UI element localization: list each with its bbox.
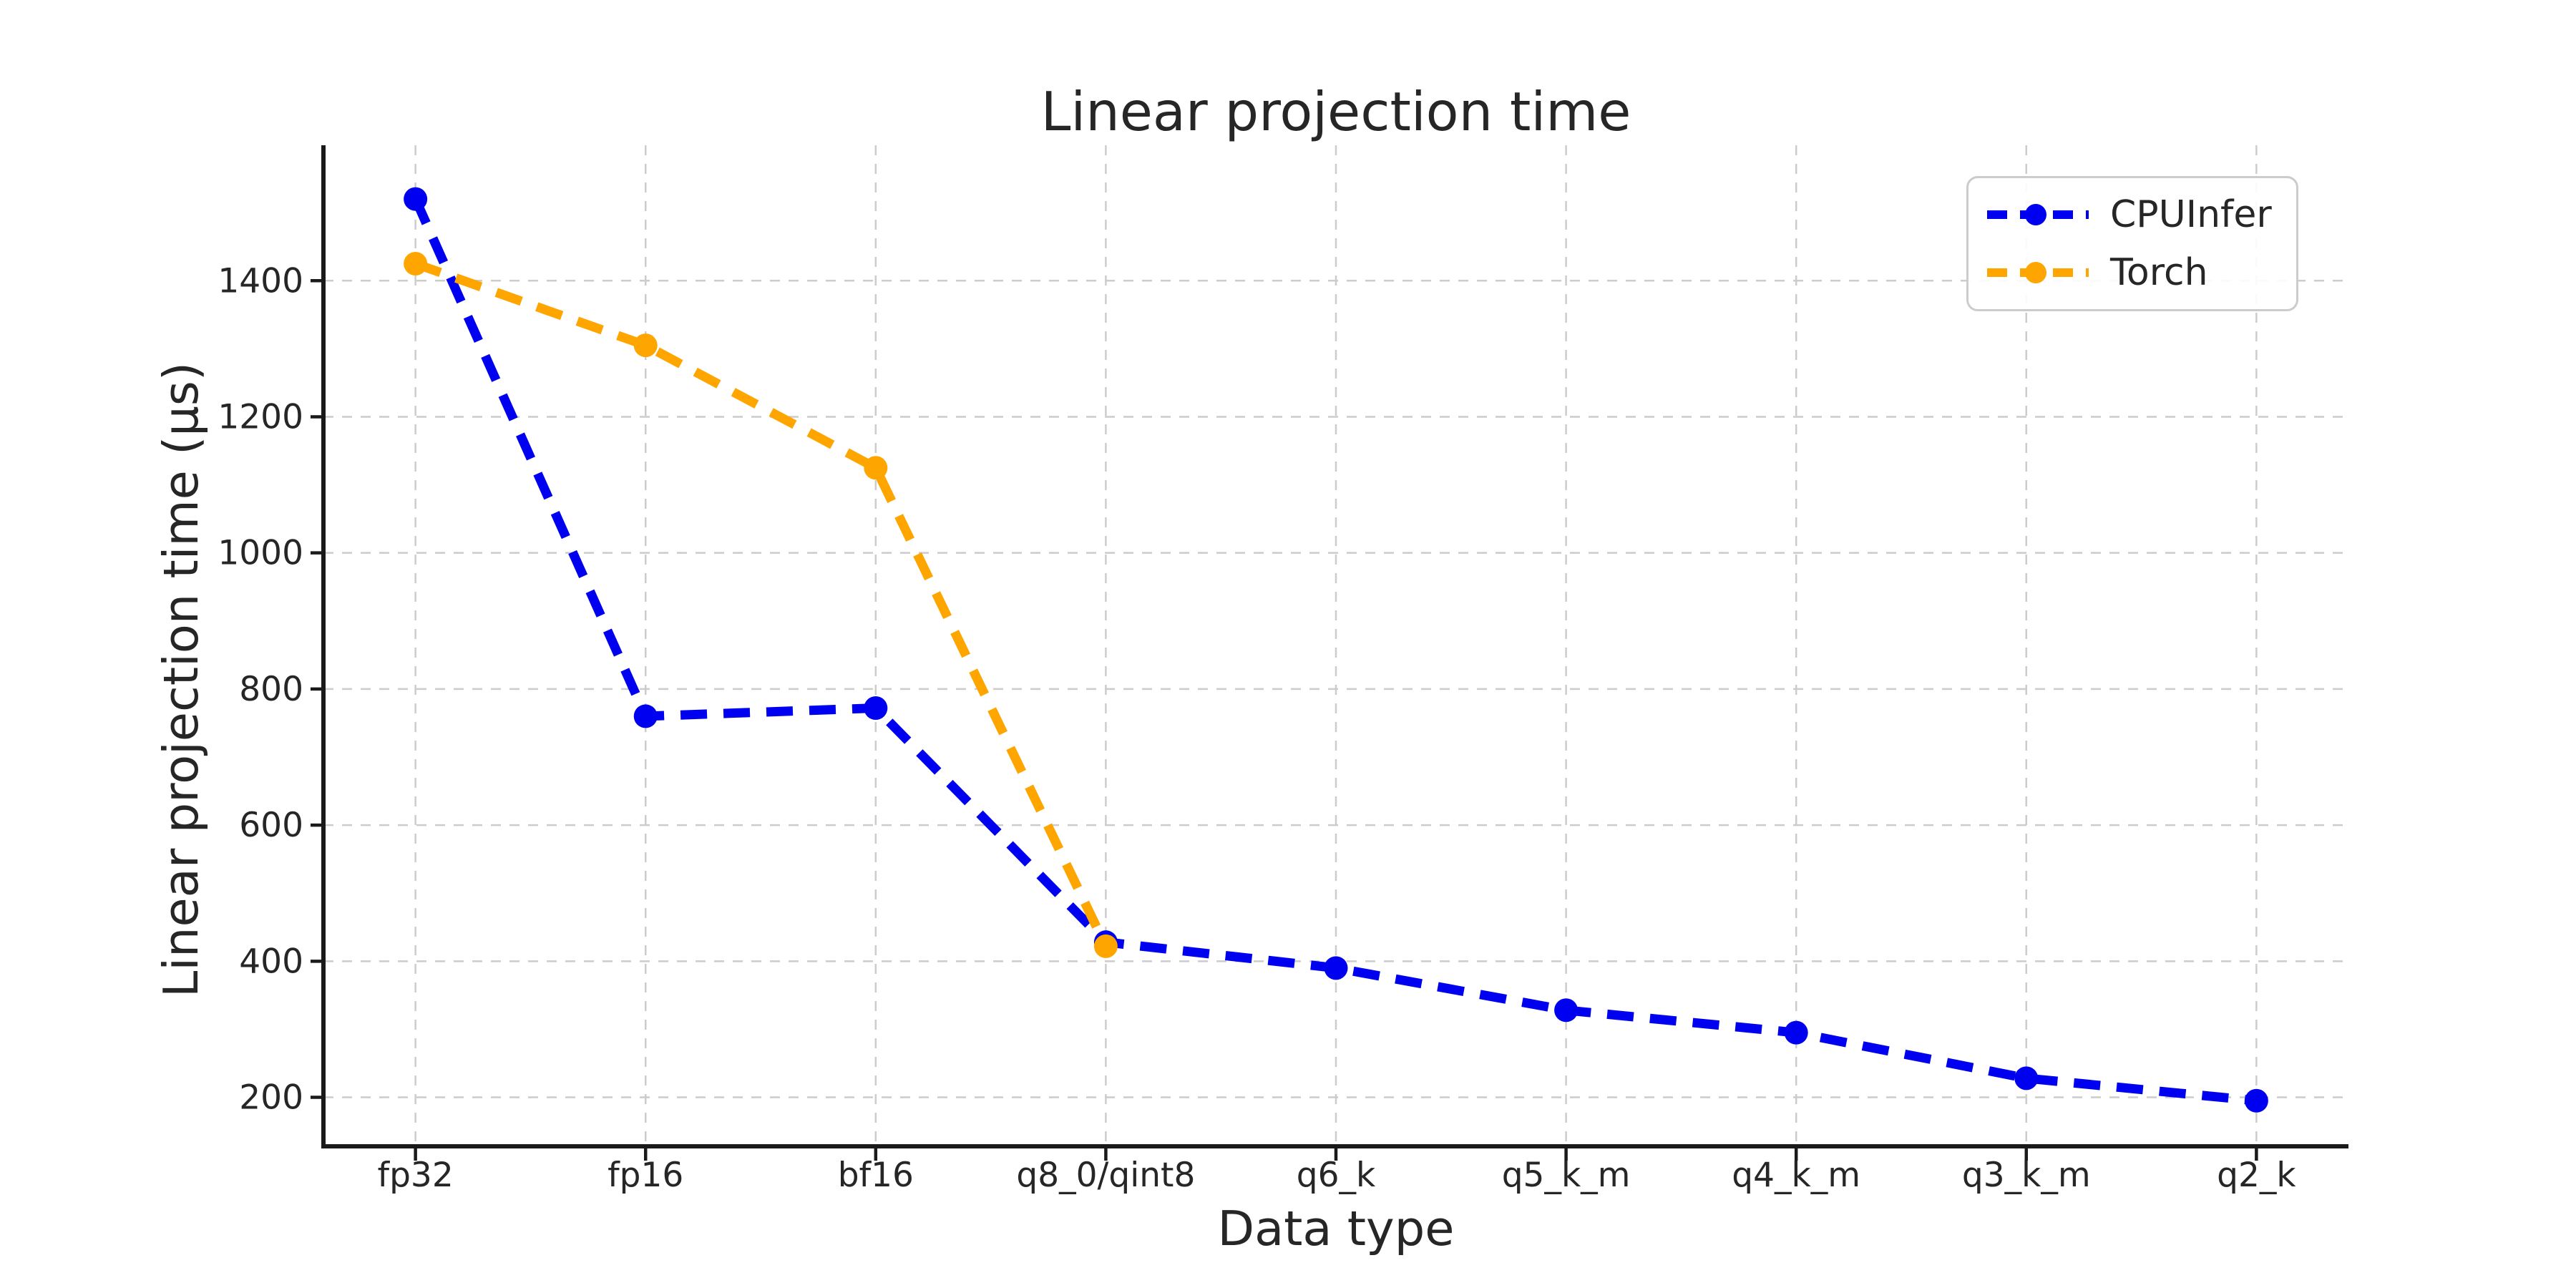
data-point-cpuinfer bbox=[404, 187, 428, 211]
legend-swatch-torch-icon bbox=[1987, 262, 2089, 284]
x-tick-label: q6_k bbox=[1297, 1156, 1376, 1195]
y-tick-label: 400 bbox=[239, 942, 303, 981]
data-point-cpuinfer bbox=[1554, 998, 1579, 1023]
series-line-torch bbox=[414, 259, 1111, 949]
y-tick-label: 800 bbox=[239, 670, 303, 709]
data-point-torch bbox=[404, 251, 428, 275]
data-point-torch bbox=[633, 333, 658, 358]
legend-swatch-cpuinfer-icon bbox=[1987, 203, 2089, 225]
x-tick-label: q8_0/qint8 bbox=[1016, 1156, 1195, 1195]
y-tick-label: 1200 bbox=[218, 397, 303, 436]
x-tick-label: q4_k_m bbox=[1732, 1156, 1860, 1195]
y-tick-label: 1400 bbox=[218, 261, 303, 301]
x-tick-label: fp32 bbox=[378, 1156, 454, 1195]
data-point-cpuinfer bbox=[1784, 1020, 1808, 1045]
legend-entry-torch: Torch bbox=[1984, 251, 2296, 294]
y-tick-label: 1000 bbox=[218, 534, 303, 573]
y-axis-label: Linear projection time (μs) bbox=[153, 362, 209, 997]
data-point-torch bbox=[1093, 934, 1118, 958]
data-point-cpuinfer bbox=[2014, 1066, 2039, 1091]
x-tick-label: q5_k_m bbox=[1502, 1156, 1631, 1195]
legend: CPUInfer Torch bbox=[1966, 176, 2298, 311]
legend-entry-cpuinfer: CPUInfer bbox=[1984, 193, 2296, 236]
x-tick-label: q3_k_m bbox=[1962, 1156, 2091, 1195]
x-tick-label: q2_k bbox=[2217, 1156, 2296, 1195]
x-tick-label: fp16 bbox=[608, 1156, 683, 1195]
y-tick-label: 200 bbox=[239, 1078, 303, 1118]
data-point-cpuinfer bbox=[633, 704, 658, 728]
chart-title: Linear projection time bbox=[1040, 80, 1631, 143]
data-point-cpuinfer bbox=[2244, 1088, 2268, 1113]
data-point-cpuinfer bbox=[864, 696, 888, 721]
legend-label-torch: Torch bbox=[2110, 251, 2208, 295]
y-tick-label: 600 bbox=[239, 806, 303, 845]
x-tick-label: bf16 bbox=[838, 1156, 914, 1195]
x-axis-label: Data type bbox=[1217, 1201, 1455, 1257]
legend-label-cpuinfer: CPUInfer bbox=[2110, 192, 2272, 236]
data-point-torch bbox=[864, 456, 888, 480]
data-point-cpuinfer bbox=[1324, 956, 1348, 980]
